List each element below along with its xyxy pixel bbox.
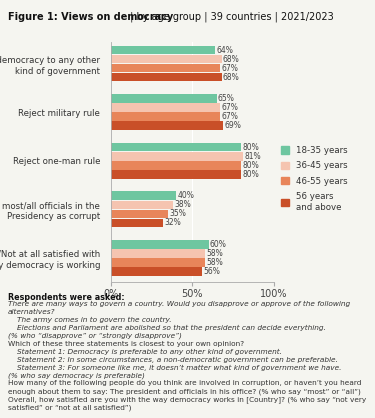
Text: There are many ways to govern a country. Would you disapprove or approve of the : There are many ways to govern a country.… xyxy=(8,301,350,307)
Text: (% who “disapprove” or “strongly disapprove”): (% who “disapprove” or “strongly disappr… xyxy=(8,333,182,339)
Bar xyxy=(111,170,241,178)
Text: Which of these three statements is closest to your own opinion?: Which of these three statements is close… xyxy=(8,341,244,347)
Text: Figure 1: Views on democracy: Figure 1: Views on democracy xyxy=(8,12,173,22)
Text: 40%: 40% xyxy=(177,191,194,200)
Text: 64%: 64% xyxy=(216,46,233,55)
Text: (% who say democracy is preferable): (% who say democracy is preferable) xyxy=(8,372,144,379)
Text: Statement 2: In some circumstances, a non-democratic government can be preferabl: Statement 2: In some circumstances, a no… xyxy=(17,357,338,363)
Text: 32%: 32% xyxy=(164,218,181,227)
Text: 67%: 67% xyxy=(221,103,238,112)
Legend: 18-35 years, 36-45 years, 46-55 years, 56 years
and above: 18-35 years, 36-45 years, 46-55 years, 5… xyxy=(282,146,348,212)
Text: 67%: 67% xyxy=(221,64,238,73)
Text: 65%: 65% xyxy=(218,94,235,103)
Text: 80%: 80% xyxy=(242,161,259,170)
Bar xyxy=(111,249,205,257)
Text: How many of the following people do you think are involved in corruption, or hav: How many of the following people do you … xyxy=(8,380,361,386)
Text: 38%: 38% xyxy=(174,200,190,209)
Bar xyxy=(111,46,215,54)
Text: 80%: 80% xyxy=(242,170,259,179)
Bar xyxy=(111,201,172,209)
Bar xyxy=(111,219,163,227)
Bar xyxy=(111,103,220,112)
Text: alternatives?: alternatives? xyxy=(8,309,55,315)
Bar xyxy=(111,55,222,64)
Bar xyxy=(111,161,241,170)
Text: Elections and Parliament are abolished so that the president can decide everythi: Elections and Parliament are abolished s… xyxy=(17,325,326,331)
Bar xyxy=(111,240,209,249)
Bar xyxy=(111,191,176,200)
Bar xyxy=(111,94,217,103)
Text: Respondents were asked:: Respondents were asked: xyxy=(8,293,124,302)
Text: 56%: 56% xyxy=(203,267,220,276)
Bar xyxy=(111,209,168,218)
Bar xyxy=(111,143,241,151)
Text: 58%: 58% xyxy=(207,258,223,267)
Bar xyxy=(111,121,223,130)
Text: satisfied” or “not at all satisfied”): satisfied” or “not at all satisfied”) xyxy=(8,404,131,411)
Bar xyxy=(111,64,220,72)
Bar xyxy=(111,112,220,121)
Text: 68%: 68% xyxy=(223,73,240,82)
Text: | by age group | 39 countries | 2021/2023: | by age group | 39 countries | 2021/202… xyxy=(127,12,333,22)
Text: The army comes in to govern the country.: The army comes in to govern the country. xyxy=(17,317,171,323)
Text: Statement 3: For someone like me, it doesn’t matter what kind of government we h: Statement 3: For someone like me, it doe… xyxy=(17,364,341,371)
Bar xyxy=(111,267,202,276)
Bar xyxy=(111,73,222,82)
Text: 60%: 60% xyxy=(210,240,226,249)
Text: 58%: 58% xyxy=(207,249,223,258)
Text: 35%: 35% xyxy=(169,209,186,218)
Text: enough about them to say: The president and officials in his office? (% who say : enough about them to say: The president … xyxy=(8,388,360,395)
Text: 80%: 80% xyxy=(242,143,259,152)
Text: 81%: 81% xyxy=(244,152,261,161)
Bar xyxy=(111,258,205,267)
Text: Statement 1: Democracy is preferable to any other kind of government.: Statement 1: Democracy is preferable to … xyxy=(17,349,282,355)
Text: Overall, how satisfied are you with the way democracy works in [Country]? (% who: Overall, how satisfied are you with the … xyxy=(8,396,366,403)
Bar xyxy=(111,152,243,161)
Text: 68%: 68% xyxy=(223,55,240,64)
Text: 67%: 67% xyxy=(221,112,238,121)
Text: 69%: 69% xyxy=(225,121,242,130)
